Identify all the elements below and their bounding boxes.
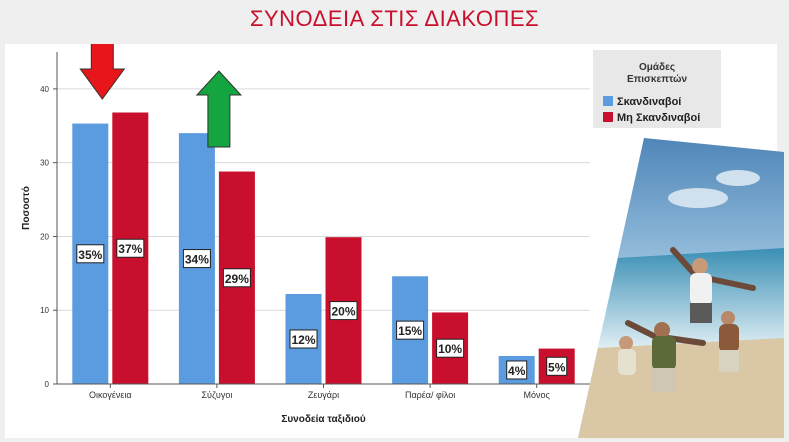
data-label-box (76, 244, 105, 264)
legend-item: Σκανδιναβοί (617, 96, 681, 108)
y-tick-label: 10 (40, 306, 49, 315)
data-label-box (116, 238, 145, 258)
y-axis-title: Ποσοστό (21, 186, 32, 230)
y-tick-label: 0 (45, 380, 50, 389)
arrow-up-icon (195, 70, 243, 148)
data-label-box (436, 338, 465, 358)
data-label: 29% (225, 272, 249, 286)
data-label: 12% (291, 333, 315, 347)
data-label-box (506, 360, 528, 380)
y-tick-label: 20 (40, 232, 49, 241)
data-label: 37% (118, 242, 142, 256)
x-axis-title: Συνοδεία ταξιδιού (281, 414, 366, 425)
data-label: 35% (78, 248, 102, 262)
data-label-box (546, 356, 568, 376)
arrow-down-icon (79, 44, 126, 100)
data-label: 15% (398, 324, 422, 338)
data-label-box (289, 329, 318, 349)
legend-title: Ομάδες (639, 62, 675, 73)
data-label: 20% (331, 305, 355, 319)
y-tick-label: 40 (40, 85, 49, 94)
legend-item: Μη Σκανδιναβοί (617, 112, 700, 124)
data-label-box (222, 268, 251, 288)
x-tick-label: Σύζυγοι (201, 390, 232, 400)
y-tick-label: 30 (40, 159, 49, 168)
legend-swatch (603, 96, 613, 106)
legend-box (593, 50, 721, 128)
data-label-box (329, 301, 358, 321)
data-label: 4% (508, 364, 526, 378)
legend-title: Επισκεπτών (627, 74, 688, 85)
slide-title: ΣΥΝΟΔΕΙΑ ΣΤΙΣ ΔΙΑΚΟΠΕΣ (249, 6, 540, 31)
data-label-box (182, 249, 211, 269)
x-tick-label: Μόνος (524, 390, 551, 400)
x-tick-label: Οικογένεια (89, 390, 132, 400)
x-tick-label: Παρέα/ φίλοι (405, 390, 455, 400)
data-label: 34% (185, 253, 209, 267)
beach-people-photo-icon (578, 138, 784, 438)
x-tick-label: Ζευγάρι (308, 390, 339, 400)
bar-chart: 35% 37% 34% 29% 12% 20% 15% 10% 4% 5% 0 10 20 30 40 Οι… (21, 44, 721, 425)
data-label: 5% (548, 360, 566, 374)
data-label: 10% (438, 342, 462, 356)
data-label-box (396, 320, 425, 340)
legend-swatch (603, 112, 613, 122)
